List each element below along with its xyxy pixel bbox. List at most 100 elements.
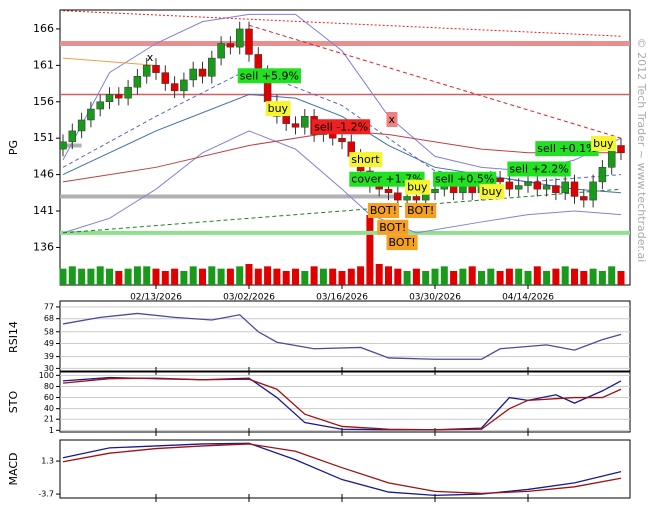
signal-box xyxy=(479,184,505,200)
signal-label: buy xyxy=(265,101,291,117)
signal-box xyxy=(265,101,291,117)
volume-bar xyxy=(589,268,597,285)
signal-text: BOT! xyxy=(379,221,406,234)
candle-body xyxy=(524,181,532,186)
signal-text: buy xyxy=(268,102,289,115)
signal-label: sell +0.1% xyxy=(535,141,599,157)
volume-bar xyxy=(273,268,281,285)
candle-body xyxy=(133,76,142,88)
candle-body xyxy=(217,43,225,59)
volume-bar xyxy=(68,266,76,285)
candle-body xyxy=(561,181,569,194)
signal-text: sell +2.2% xyxy=(509,163,568,176)
line xyxy=(62,377,622,431)
y-tick-label: 60 xyxy=(44,393,54,402)
volume-bar xyxy=(319,268,327,285)
candle-body xyxy=(152,65,160,73)
volume-bar xyxy=(115,271,123,285)
candle-body xyxy=(142,65,151,77)
candle-body xyxy=(180,79,188,92)
candle-body xyxy=(105,94,114,103)
y-tick-label: 77 xyxy=(44,302,54,311)
panel-frame xyxy=(59,371,631,433)
candle-body xyxy=(496,177,504,183)
candle-body xyxy=(505,181,514,190)
x-tick-label: 03/30/2026 xyxy=(409,293,461,303)
signal-box xyxy=(349,152,383,168)
signal-text: short xyxy=(351,153,380,166)
signal-text: sell +0.5% xyxy=(435,173,494,186)
signal-label: x xyxy=(147,51,154,64)
panel-frame xyxy=(59,300,631,372)
x-tick-label: 02/13/2026 xyxy=(130,293,182,303)
volume-bar xyxy=(440,266,448,285)
volume-bar xyxy=(394,268,402,285)
signal-text: sell +0.1% xyxy=(537,142,596,155)
signal-label: sell -1.2% xyxy=(312,119,371,135)
volume-bar xyxy=(385,266,392,285)
volume-bar xyxy=(533,266,541,285)
line xyxy=(62,10,622,37)
volume-bar xyxy=(357,266,365,285)
signal-label: BOT! xyxy=(377,219,409,235)
volume-bar xyxy=(301,271,309,285)
signal-box xyxy=(367,203,400,219)
volume-bar xyxy=(571,268,578,285)
signal-box xyxy=(507,161,571,177)
volume-bar xyxy=(422,271,430,285)
line xyxy=(62,312,622,360)
signal-box xyxy=(377,219,409,235)
volume-bar xyxy=(199,268,206,285)
volume-bar xyxy=(617,271,625,285)
candle-body xyxy=(96,101,104,110)
signal-label: buy xyxy=(479,184,505,200)
candle-body xyxy=(189,68,197,81)
volume-bar xyxy=(292,268,299,285)
signal-box xyxy=(405,179,431,195)
candle-body xyxy=(431,188,439,194)
y-tick-label: 80 xyxy=(44,382,54,391)
candle-body xyxy=(570,181,579,197)
volume-bar xyxy=(487,268,495,285)
volume-bar xyxy=(161,271,169,285)
line xyxy=(248,24,622,139)
signal-box xyxy=(386,235,418,251)
candle-body xyxy=(226,43,235,48)
signal-text: sell -1.2% xyxy=(314,120,368,133)
candle-body xyxy=(552,185,560,194)
candle-body xyxy=(580,196,588,201)
candle-body xyxy=(617,145,625,154)
y-tick-label: 100 xyxy=(39,371,54,380)
candle-body xyxy=(384,188,393,194)
volume-bar xyxy=(543,271,551,285)
volume-bar xyxy=(217,268,225,285)
volume-bar xyxy=(264,266,272,285)
signal-label: sell +5.9% xyxy=(237,68,301,84)
volume-bar xyxy=(143,266,151,285)
y-tick-label: -3.7 xyxy=(38,490,54,499)
signal-text: BOT! xyxy=(389,236,416,249)
y-tick-label: 49 xyxy=(44,339,54,348)
signal-text: sell +5.9% xyxy=(240,69,299,82)
line xyxy=(62,188,622,234)
signal-box xyxy=(535,141,599,157)
volume-bar xyxy=(87,268,95,285)
y-tick-label: 58 xyxy=(44,327,54,336)
y-axis-label: MACD xyxy=(7,453,20,486)
candle-body xyxy=(412,196,421,201)
signal-label: BOT! xyxy=(367,203,400,219)
volume-bar xyxy=(245,264,253,285)
volume-bar xyxy=(459,268,467,285)
y-tick-label: 151 xyxy=(33,131,54,144)
candle-body xyxy=(87,108,95,121)
volume-bar xyxy=(524,271,532,285)
signal-box xyxy=(237,68,301,84)
y-tick-label: 30 xyxy=(44,364,54,373)
signal-box xyxy=(591,136,617,152)
line xyxy=(62,376,622,431)
volume-bar xyxy=(78,268,86,285)
volume-bar xyxy=(133,266,141,285)
candle-body xyxy=(514,185,523,190)
volume-bar xyxy=(236,266,244,285)
